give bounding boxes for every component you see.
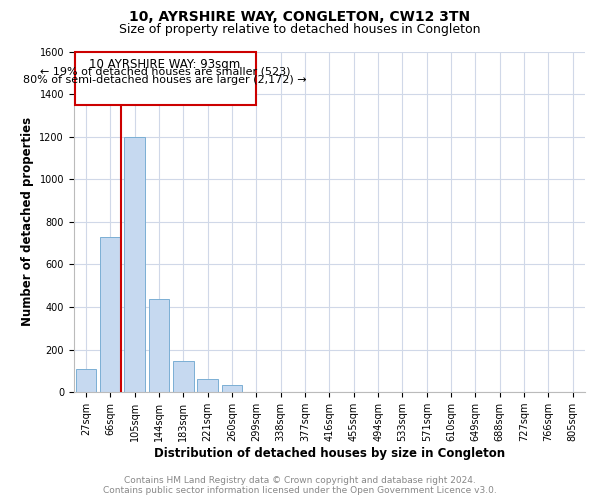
Bar	[197, 380, 218, 392]
X-axis label: Distribution of detached houses by size in Congleton: Distribution of detached houses by size …	[154, 447, 505, 460]
Text: 10, AYRSHIRE WAY, CONGLETON, CW12 3TN: 10, AYRSHIRE WAY, CONGLETON, CW12 3TN	[130, 10, 470, 24]
Bar	[124, 136, 145, 392]
Bar	[100, 237, 121, 392]
Bar	[149, 298, 169, 392]
FancyBboxPatch shape	[75, 52, 256, 104]
Text: 10 AYRSHIRE WAY: 93sqm: 10 AYRSHIRE WAY: 93sqm	[89, 58, 241, 71]
Text: Size of property relative to detached houses in Congleton: Size of property relative to detached ho…	[119, 22, 481, 36]
Text: ← 19% of detached houses are smaller (523): ← 19% of detached houses are smaller (52…	[40, 66, 290, 76]
Y-axis label: Number of detached properties: Number of detached properties	[21, 118, 34, 326]
Bar	[76, 369, 96, 392]
Text: 80% of semi-detached houses are larger (2,172) →: 80% of semi-detached houses are larger (…	[23, 75, 307, 85]
Text: Contains HM Land Registry data © Crown copyright and database right 2024.
Contai: Contains HM Land Registry data © Crown c…	[103, 476, 497, 495]
Bar	[221, 385, 242, 392]
Bar	[173, 362, 194, 392]
